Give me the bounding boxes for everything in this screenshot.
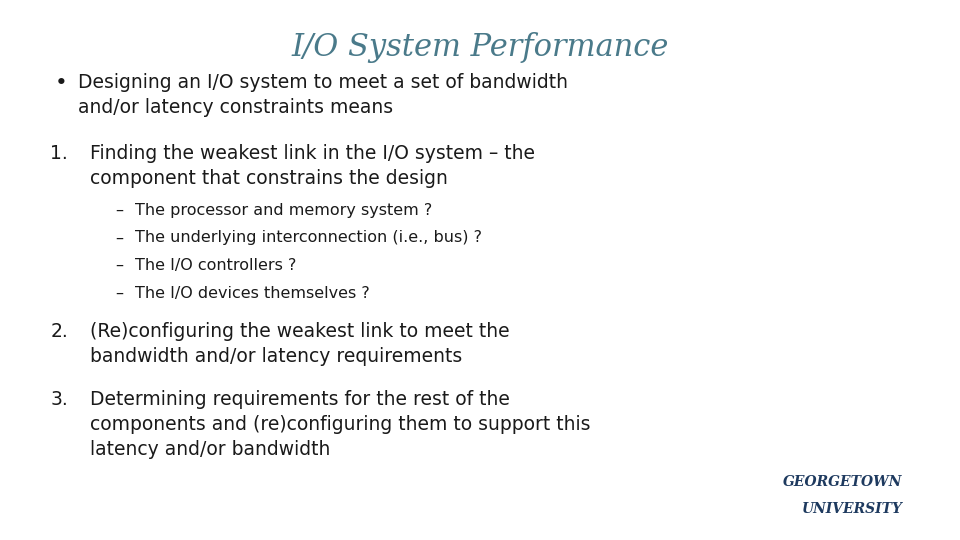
Text: I/O System Performance: I/O System Performance — [291, 32, 669, 63]
Text: Designing an I/O system to meet a set of bandwidth
and/or latency constraints me: Designing an I/O system to meet a set of… — [78, 73, 568, 117]
Text: Determining requirements for the rest of the
components and (re)configuring them: Determining requirements for the rest of… — [90, 390, 590, 460]
Text: –: – — [115, 286, 123, 301]
Text: –: – — [115, 202, 123, 218]
Text: (Re)configuring the weakest link to meet the
bandwidth and/or latency requiremen: (Re)configuring the weakest link to meet… — [90, 322, 510, 367]
Text: The I/O controllers ?: The I/O controllers ? — [135, 258, 297, 273]
Text: –: – — [115, 258, 123, 273]
Text: •: • — [55, 73, 68, 93]
Text: –: – — [115, 231, 123, 246]
Text: GEORGETOWN: GEORGETOWN — [783, 475, 902, 489]
Text: UNIVERSITY: UNIVERSITY — [802, 502, 902, 516]
Text: 2.: 2. — [50, 322, 68, 341]
Text: The I/O devices themselves ?: The I/O devices themselves ? — [135, 286, 370, 301]
Text: The underlying interconnection (i.e., bus) ?: The underlying interconnection (i.e., bu… — [135, 231, 482, 246]
Text: 1.: 1. — [50, 144, 68, 163]
Text: 3.: 3. — [50, 390, 68, 409]
Text: The processor and memory system ?: The processor and memory system ? — [135, 202, 432, 218]
Text: Finding the weakest link in the I/O system – the
component that constrains the d: Finding the weakest link in the I/O syst… — [90, 144, 535, 187]
